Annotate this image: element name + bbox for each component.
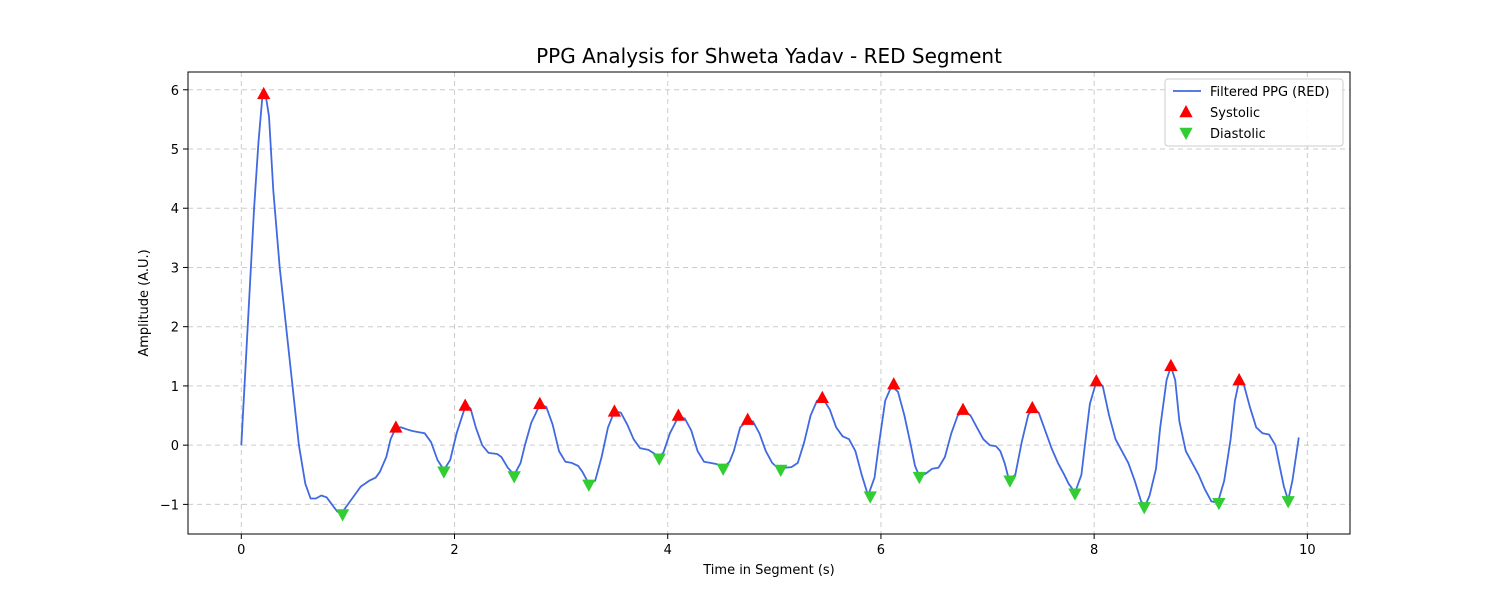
x-tick-label: 2 <box>450 543 458 558</box>
legend-diastolic-swatch <box>1179 127 1193 140</box>
marker-layer <box>257 86 1295 522</box>
y-tick-label: −1 <box>160 498 179 513</box>
x-tick-label: 6 <box>877 543 885 558</box>
diastolic-marker <box>1003 475 1017 488</box>
y-tick-label: 2 <box>171 321 179 336</box>
diastolic-marker <box>912 471 926 485</box>
systolic-marker <box>389 420 403 433</box>
x-tick-label: 0 <box>237 543 245 558</box>
legend-label: Filtered PPG (RED) <box>1210 85 1330 100</box>
y-tick-label: 1 <box>171 380 179 395</box>
legend-systolic-swatch <box>1179 105 1193 118</box>
y-tick-label: 3 <box>171 261 179 276</box>
diastolic-marker <box>1068 488 1082 501</box>
diastolic-marker <box>1212 497 1226 511</box>
y-tick-label: 4 <box>171 202 179 217</box>
systolic-marker <box>257 86 271 100</box>
systolic-marker <box>458 398 472 411</box>
legend-label: Diastolic <box>1210 127 1266 142</box>
x-axis-label: Time in Segment (s) <box>702 563 834 578</box>
legend-box <box>1164 78 1344 147</box>
ticks: 0 2 4 6 8 10 −1 0 1 2 3 4 5 6 <box>160 84 1316 558</box>
diastolic-marker <box>1281 496 1295 509</box>
y-tick-label: 5 <box>171 143 179 158</box>
diastolic-marker <box>507 471 521 484</box>
x-tick-label: 10 <box>1299 543 1316 558</box>
diastolic-marker <box>863 491 877 504</box>
y-tick-label: 0 <box>171 439 179 454</box>
systolic-marker <box>956 402 970 415</box>
plot-frame <box>187 71 1351 535</box>
systolic-marker <box>671 408 686 421</box>
systolic-marker <box>1025 400 1039 414</box>
systolic-marker <box>607 404 622 417</box>
diastolic-marker <box>1137 502 1151 515</box>
systolic-marker <box>1232 373 1246 386</box>
systolic-marker <box>1089 374 1103 387</box>
x-tick-label: 8 <box>1090 543 1098 558</box>
diastolic-marker <box>652 453 666 466</box>
grid <box>188 72 1350 534</box>
diastolic-marker <box>716 463 730 476</box>
systolic-marker <box>815 390 829 404</box>
systolic-marker <box>887 377 901 390</box>
y-tick-label: 6 <box>171 84 179 99</box>
systolic-marker <box>533 396 547 409</box>
systolic-marker <box>1164 358 1178 372</box>
legend: Filtered PPG (RED) Systolic Diastolic <box>1164 78 1344 147</box>
chart-title: PPG Analysis for Shweta Yadav - RED Segm… <box>536 44 1002 68</box>
diastolic-marker <box>437 466 451 479</box>
diastolic-marker <box>774 464 788 478</box>
diastolic-marker <box>335 509 350 522</box>
diastolic-marker <box>582 479 596 492</box>
systolic-marker <box>741 412 755 425</box>
legend-label: Systolic <box>1210 106 1260 121</box>
y-axis-label: Amplitude (A.U.) <box>137 249 152 356</box>
x-tick-label: 4 <box>664 543 672 558</box>
